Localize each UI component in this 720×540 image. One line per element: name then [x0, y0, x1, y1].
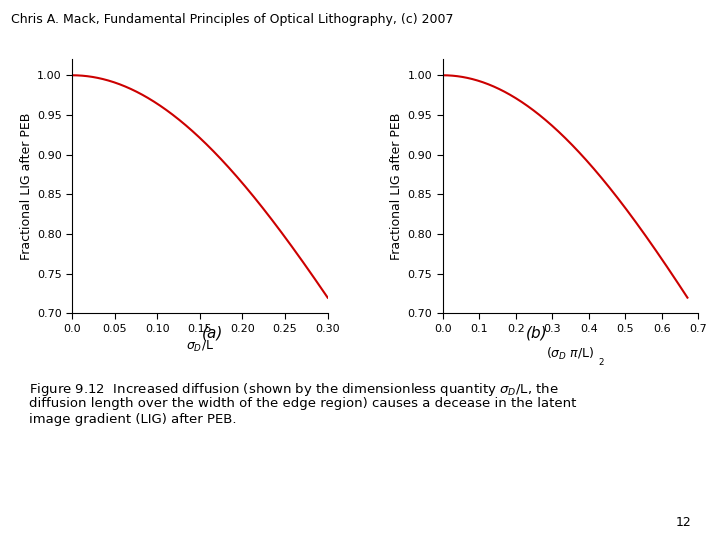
Text: Figure 9.12  Increased diffusion (shown by the dimensionless quantity $\sigma_D$: Figure 9.12 Increased diffusion (shown b…: [29, 381, 559, 397]
Y-axis label: Fractional LIG after PEB: Fractional LIG after PEB: [390, 113, 403, 260]
Text: (b): (b): [526, 326, 547, 341]
Text: $_2$: $_2$: [598, 355, 605, 368]
Text: 12: 12: [675, 516, 691, 529]
Text: (a): (a): [202, 326, 223, 341]
Text: ($\sigma_D$ $\pi$/L): ($\sigma_D$ $\pi$/L): [546, 346, 595, 362]
Text: image gradient (LIG) after PEB.: image gradient (LIG) after PEB.: [29, 413, 236, 426]
X-axis label: $\sigma_D$/L: $\sigma_D$/L: [186, 339, 214, 354]
Text: Chris A. Mack, Fundamental Principles of Optical Lithography, (c) 2007: Chris A. Mack, Fundamental Principles of…: [11, 14, 454, 26]
Text: diffusion length over the width of the edge region) causes a decease in the late: diffusion length over the width of the e…: [29, 397, 576, 410]
Y-axis label: Fractional LIG after PEB: Fractional LIG after PEB: [19, 113, 32, 260]
